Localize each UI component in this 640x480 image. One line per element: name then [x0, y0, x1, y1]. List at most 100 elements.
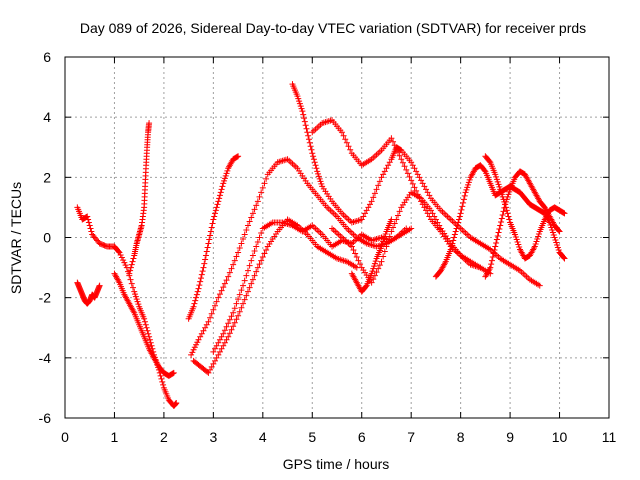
data-point-marker [429, 210, 436, 217]
data-point-marker [385, 162, 392, 169]
data-point-marker [502, 201, 509, 208]
data-point-marker [204, 244, 211, 251]
data-point-marker [238, 240, 245, 247]
data-point-marker [210, 306, 217, 313]
data-point-marker [145, 330, 152, 337]
data-point-marker [408, 159, 415, 166]
data-point-marker [555, 247, 562, 254]
data-marks [74, 81, 568, 409]
data-point-marker [499, 211, 506, 218]
data-point-marker [169, 370, 176, 377]
data-point-marker [235, 153, 242, 160]
data-point-marker [212, 207, 219, 214]
data-point-marker [316, 175, 323, 182]
data-point-marker [495, 181, 502, 188]
data-point-marker [315, 173, 322, 180]
data-point-marker [453, 225, 460, 232]
data-point-marker [486, 158, 493, 165]
data-point-marker [158, 375, 165, 382]
data-point-marker [216, 348, 223, 355]
y-tick-label: -2 [39, 290, 52, 306]
data-point-marker [263, 175, 270, 182]
data-point-marker [455, 219, 462, 226]
axis-ticks [64, 56, 610, 419]
data-point-marker [194, 339, 201, 346]
data-point-marker [84, 213, 91, 220]
data-point-marker [308, 146, 315, 153]
data-point-marker [195, 336, 202, 343]
data-point-marker [366, 201, 373, 208]
data-point-marker [551, 234, 558, 241]
data-point-marker [238, 304, 245, 311]
data-point-marker [243, 272, 250, 279]
data-point-marker [515, 241, 522, 248]
data-point-marker [233, 300, 240, 307]
data-point-marker [244, 267, 251, 274]
data-point-marker [498, 215, 505, 222]
data-point-marker [190, 346, 197, 353]
data-point-marker [216, 192, 223, 199]
data-point-marker [549, 226, 556, 233]
data-point-marker [496, 225, 503, 232]
data-point-marker [246, 284, 253, 291]
data-point-marker [375, 182, 382, 189]
data-point-marker [200, 264, 207, 271]
data-point-marker [122, 262, 129, 269]
data-point-marker [220, 180, 227, 187]
data-point-marker [404, 170, 411, 177]
data-point-marker [363, 207, 370, 214]
series-sat-e [185, 153, 242, 322]
data-point-marker [212, 302, 219, 309]
data-point-marker [504, 193, 511, 200]
data-point-marker [380, 236, 387, 243]
data-point-marker [495, 229, 502, 236]
data-point-marker [317, 178, 324, 185]
data-point-marker [505, 191, 512, 198]
x-tick-label: 8 [457, 429, 465, 445]
data-point-marker [345, 143, 352, 150]
data-point-marker [449, 240, 456, 247]
data-point-marker [338, 129, 345, 136]
data-point-marker [223, 336, 230, 343]
data-point-marker [561, 210, 568, 217]
data-point-marker [554, 244, 561, 251]
data-point-marker [465, 179, 472, 186]
data-point-marker [241, 231, 248, 238]
data-point-marker [193, 291, 200, 298]
data-point-marker [553, 239, 560, 246]
data-point-marker [535, 233, 542, 240]
data-point-marker [249, 210, 256, 217]
data-point-marker [411, 165, 418, 172]
data-point-marker [431, 213, 438, 220]
data-point-marker [261, 180, 268, 187]
data-point-marker [353, 254, 360, 261]
data-point-marker [130, 284, 136, 291]
data-point-marker [218, 345, 225, 352]
data-point-marker [516, 244, 523, 251]
data-point-marker [380, 171, 387, 178]
data-point-marker [381, 248, 388, 255]
data-point-marker [249, 276, 256, 283]
data-point-marker [294, 93, 301, 100]
data-point-marker [487, 264, 494, 271]
data-point-marker [498, 218, 505, 225]
data-point-marker [371, 260, 378, 267]
data-point-marker [383, 165, 390, 172]
data-point-marker [132, 293, 139, 300]
data-point-marker [132, 291, 139, 298]
data-point-marker [297, 103, 304, 110]
data-point-marker [348, 243, 355, 250]
data-point-marker [481, 167, 488, 174]
data-point-marker [206, 236, 213, 243]
data-point-marker [216, 336, 223, 343]
data-point-marker [452, 228, 459, 235]
data-point-marker [231, 305, 238, 312]
data-point-marker [221, 280, 228, 287]
data-point-marker [146, 336, 153, 343]
data-point-marker [188, 351, 195, 358]
data-point-marker [218, 287, 225, 294]
data-point-marker [236, 308, 243, 315]
data-point-marker [221, 177, 228, 184]
data-point-marker [215, 351, 222, 358]
